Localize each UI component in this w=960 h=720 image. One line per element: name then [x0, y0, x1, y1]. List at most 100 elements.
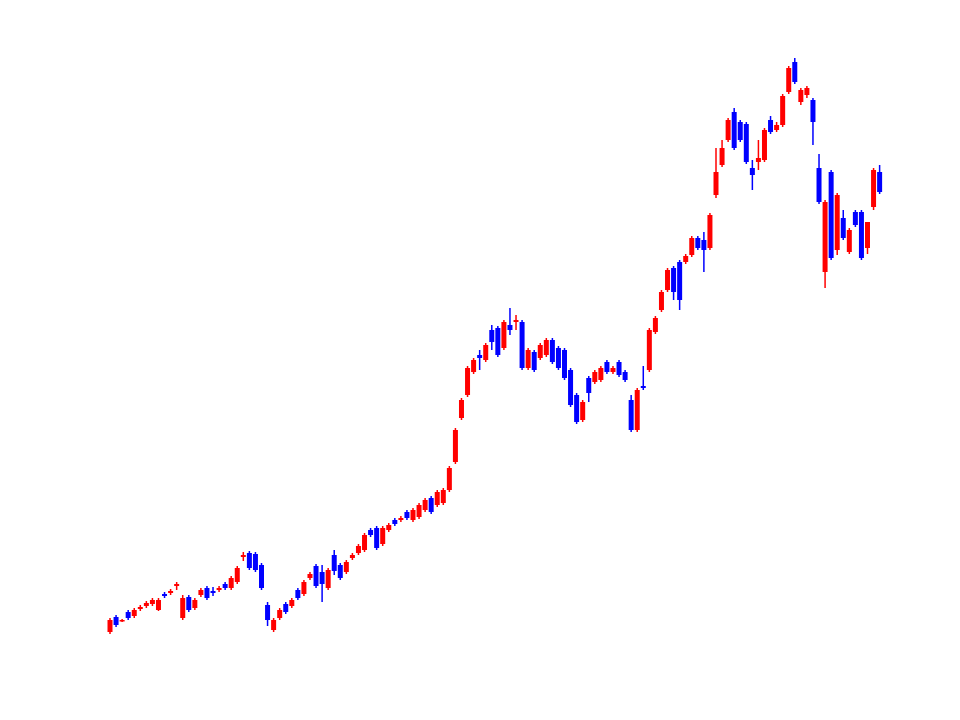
- candle-body: [149, 600, 155, 604]
- candle-body: [555, 348, 561, 368]
- candle-body: [331, 555, 337, 571]
- candle-body: [598, 368, 604, 380]
- candle-body: [119, 620, 125, 622]
- candle-body: [368, 530, 374, 535]
- candle-body: [749, 168, 755, 175]
- candle-body: [519, 322, 525, 368]
- candle-body: [180, 598, 186, 618]
- candle-body: [458, 400, 464, 418]
- candle-body: [355, 546, 361, 553]
- candle-body: [658, 292, 664, 310]
- candle-body: [362, 535, 368, 550]
- candle-body: [610, 368, 616, 372]
- candle-body: [174, 584, 180, 586]
- candle-body: [380, 528, 386, 544]
- candle-body: [725, 120, 731, 140]
- candle-body: [586, 378, 592, 393]
- candle-body: [707, 215, 713, 248]
- candle-body: [125, 612, 131, 618]
- candle-body: [731, 112, 737, 148]
- candle-body: [483, 345, 489, 360]
- candle-body: [283, 604, 289, 612]
- candle-body: [416, 505, 422, 517]
- candle-body: [259, 565, 264, 588]
- candle-body: [313, 566, 319, 586]
- candle-body: [871, 170, 877, 207]
- candle-body: [325, 570, 331, 588]
- candle-body: [858, 212, 864, 258]
- candle-body: [234, 568, 240, 582]
- candle-body: [349, 555, 355, 558]
- candle-body: [761, 130, 767, 160]
- candle-body: [252, 554, 258, 570]
- candle-body: [107, 620, 113, 632]
- candle-body: [222, 584, 228, 588]
- candle-body: [289, 600, 295, 606]
- candle-body: [137, 607, 143, 609]
- candle-body: [434, 492, 440, 505]
- candle-body: [398, 518, 404, 520]
- candle-body: [319, 572, 325, 584]
- candle-body: [640, 386, 646, 388]
- candle-body: [713, 172, 719, 195]
- candle-body: [228, 578, 234, 588]
- candle-body: [246, 553, 252, 568]
- candle-body: [131, 610, 137, 616]
- candle-body: [701, 240, 707, 250]
- candle-body: [210, 591, 216, 593]
- candle-body: [737, 122, 743, 140]
- candle-body: [780, 96, 786, 125]
- candle-body: [652, 318, 658, 332]
- candle-body: [192, 600, 198, 608]
- candle-body: [768, 120, 774, 132]
- candle-body: [816, 168, 822, 202]
- candle-body: [386, 525, 392, 530]
- candle-body: [616, 362, 622, 375]
- candle-body: [477, 355, 483, 358]
- candle-body: [471, 360, 477, 372]
- candle-body: [265, 605, 271, 620]
- candle-body: [513, 320, 519, 322]
- candle-body: [143, 603, 149, 606]
- candle-body: [689, 238, 695, 255]
- candle-body: [301, 582, 307, 594]
- candle-body: [810, 100, 816, 122]
- candle-body: [307, 574, 313, 578]
- candle-body: [755, 158, 761, 162]
- candle-body: [622, 372, 628, 380]
- candle-body: [774, 125, 780, 130]
- candle-body: [440, 490, 446, 503]
- candle-body: [168, 591, 174, 593]
- candle-body: [695, 238, 701, 248]
- candle-body: [677, 262, 683, 300]
- candle-body: [507, 325, 513, 330]
- candle-body: [822, 202, 828, 272]
- candle-body: [495, 328, 501, 355]
- candle-body: [665, 270, 671, 290]
- candle-body: [792, 62, 798, 82]
- candle-body: [452, 430, 458, 462]
- candle-body: [834, 195, 840, 250]
- candle-body: [804, 88, 810, 95]
- candle-body: [852, 212, 858, 225]
- candle-body: [671, 268, 677, 292]
- candle-body: [162, 594, 168, 596]
- candle-body: [531, 352, 537, 370]
- candle-body: [743, 124, 749, 162]
- candle-body: [537, 345, 543, 358]
- candle-body: [446, 468, 452, 490]
- candle-body: [198, 590, 204, 595]
- candle-body: [410, 510, 416, 520]
- candle-body: [525, 350, 531, 368]
- candle-body: [155, 600, 161, 610]
- candle-body: [392, 520, 398, 524]
- candle-body: [422, 500, 428, 510]
- candle-body: [574, 395, 580, 422]
- candle-body: [501, 322, 507, 348]
- candle-body: [277, 610, 283, 618]
- candle-body: [604, 362, 610, 372]
- candle-body: [489, 330, 495, 342]
- candle-body: [865, 222, 870, 248]
- candle-body: [840, 218, 846, 238]
